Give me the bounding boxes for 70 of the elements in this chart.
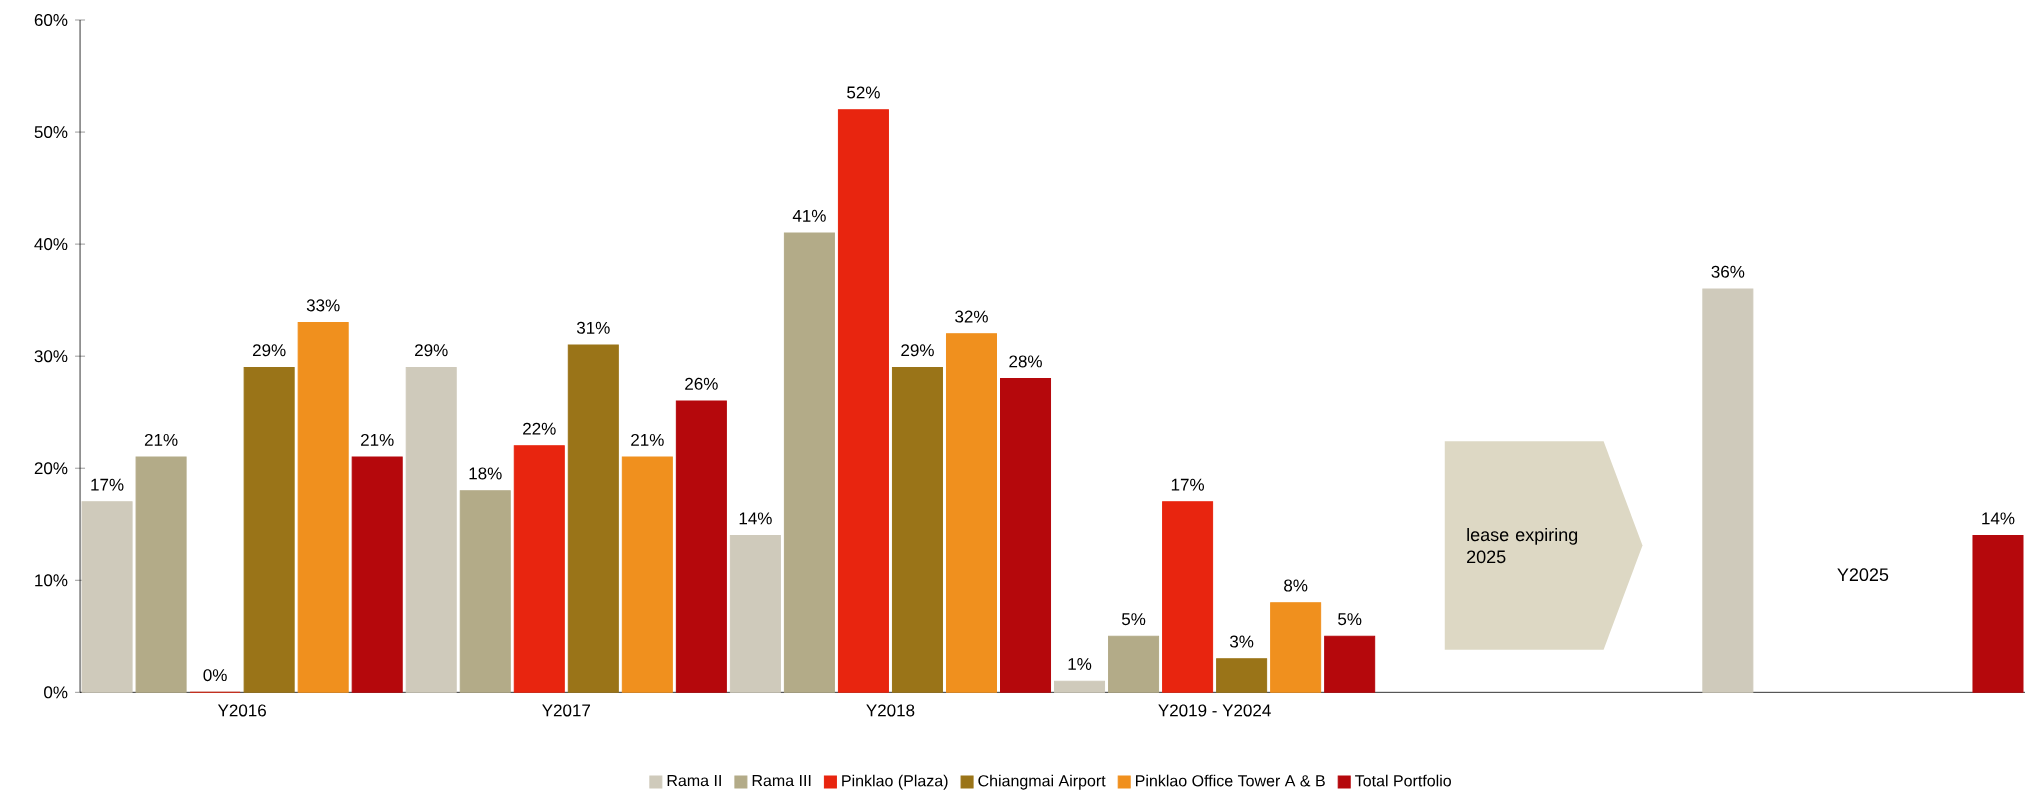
bar (1972, 534, 2024, 693)
bar (675, 400, 727, 693)
bar (297, 321, 349, 693)
y-tick-label: 40% (34, 237, 68, 250)
data-label: 31% (576, 321, 610, 334)
data-label: 29% (901, 343, 934, 357)
legend-label: Pinklao (Plaza) (842, 774, 948, 790)
data-label: 22% (523, 422, 556, 435)
bar (729, 534, 781, 693)
legend-label: Rama III (752, 774, 811, 786)
y-tick-label: 0% (44, 686, 68, 699)
bar (837, 108, 889, 693)
bar (459, 489, 511, 693)
data-label: 41% (792, 209, 826, 222)
y-tick-label: 30% (34, 349, 68, 362)
data-label: 5% (1338, 612, 1362, 625)
legend-label: Rama II (667, 774, 721, 786)
data-label: 3% (1229, 635, 1254, 648)
data-label: 36% (1711, 265, 1745, 278)
legend-label: Chiangmai Airport (978, 774, 1106, 790)
bar (135, 456, 187, 693)
bar (1108, 635, 1160, 693)
y-tick-label: 50% (34, 125, 68, 138)
data-label: 21% (631, 433, 664, 446)
y-tick-label: 60% (34, 13, 68, 26)
data-label: 21% (361, 433, 394, 446)
y-tick-label: 20% (34, 462, 68, 475)
bar (1270, 602, 1322, 693)
data-label: 26% (685, 377, 718, 390)
data-label: 21% (144, 433, 178, 446)
bar (351, 456, 403, 693)
data-label: 17% (1171, 478, 1205, 491)
data-label: 14% (739, 512, 772, 525)
data-label: 0% (203, 668, 227, 681)
bar (891, 366, 943, 693)
y-tick-label: 10% (35, 574, 68, 587)
bar (1324, 635, 1376, 693)
data-label: 17% (91, 478, 124, 491)
bar (621, 456, 673, 693)
data-label: 1% (1068, 657, 1092, 670)
bar (1162, 501, 1214, 693)
bar (945, 333, 997, 693)
bar (1216, 658, 1268, 693)
x-tick-label: Y2017 (542, 704, 591, 717)
x-tick-label: Y2019 - Y2024 (1158, 704, 1271, 717)
x-tick-label: Y2018 (866, 704, 915, 717)
bar (783, 232, 835, 693)
bar (513, 445, 565, 693)
data-label: 52% (847, 86, 880, 99)
annotation: lease expiring 2025 (1467, 527, 1578, 563)
bar (81, 501, 133, 693)
bar (1702, 288, 1754, 693)
bar (1054, 680, 1106, 693)
x-tick-label: Y2016 (217, 704, 266, 717)
data-label: 14% (1982, 512, 2015, 525)
annotation: Y2025 (1837, 568, 1889, 581)
data-label: 29% (415, 343, 448, 357)
data-label: 33% (306, 299, 340, 312)
bar (567, 344, 619, 693)
legend-label: Pinklao Office Tower A & B (1136, 774, 1325, 787)
data-label: 29% (252, 343, 286, 357)
data-label: 32% (955, 310, 988, 323)
data-label: 28% (1009, 355, 1042, 368)
bar (243, 366, 295, 693)
bar (405, 366, 457, 693)
legend-label: Total Portfolio (1355, 774, 1451, 787)
data-label: 8% (1284, 579, 1308, 592)
data-label: 5% (1121, 612, 1146, 625)
bar (1000, 377, 1052, 693)
data-label: 18% (469, 467, 502, 480)
